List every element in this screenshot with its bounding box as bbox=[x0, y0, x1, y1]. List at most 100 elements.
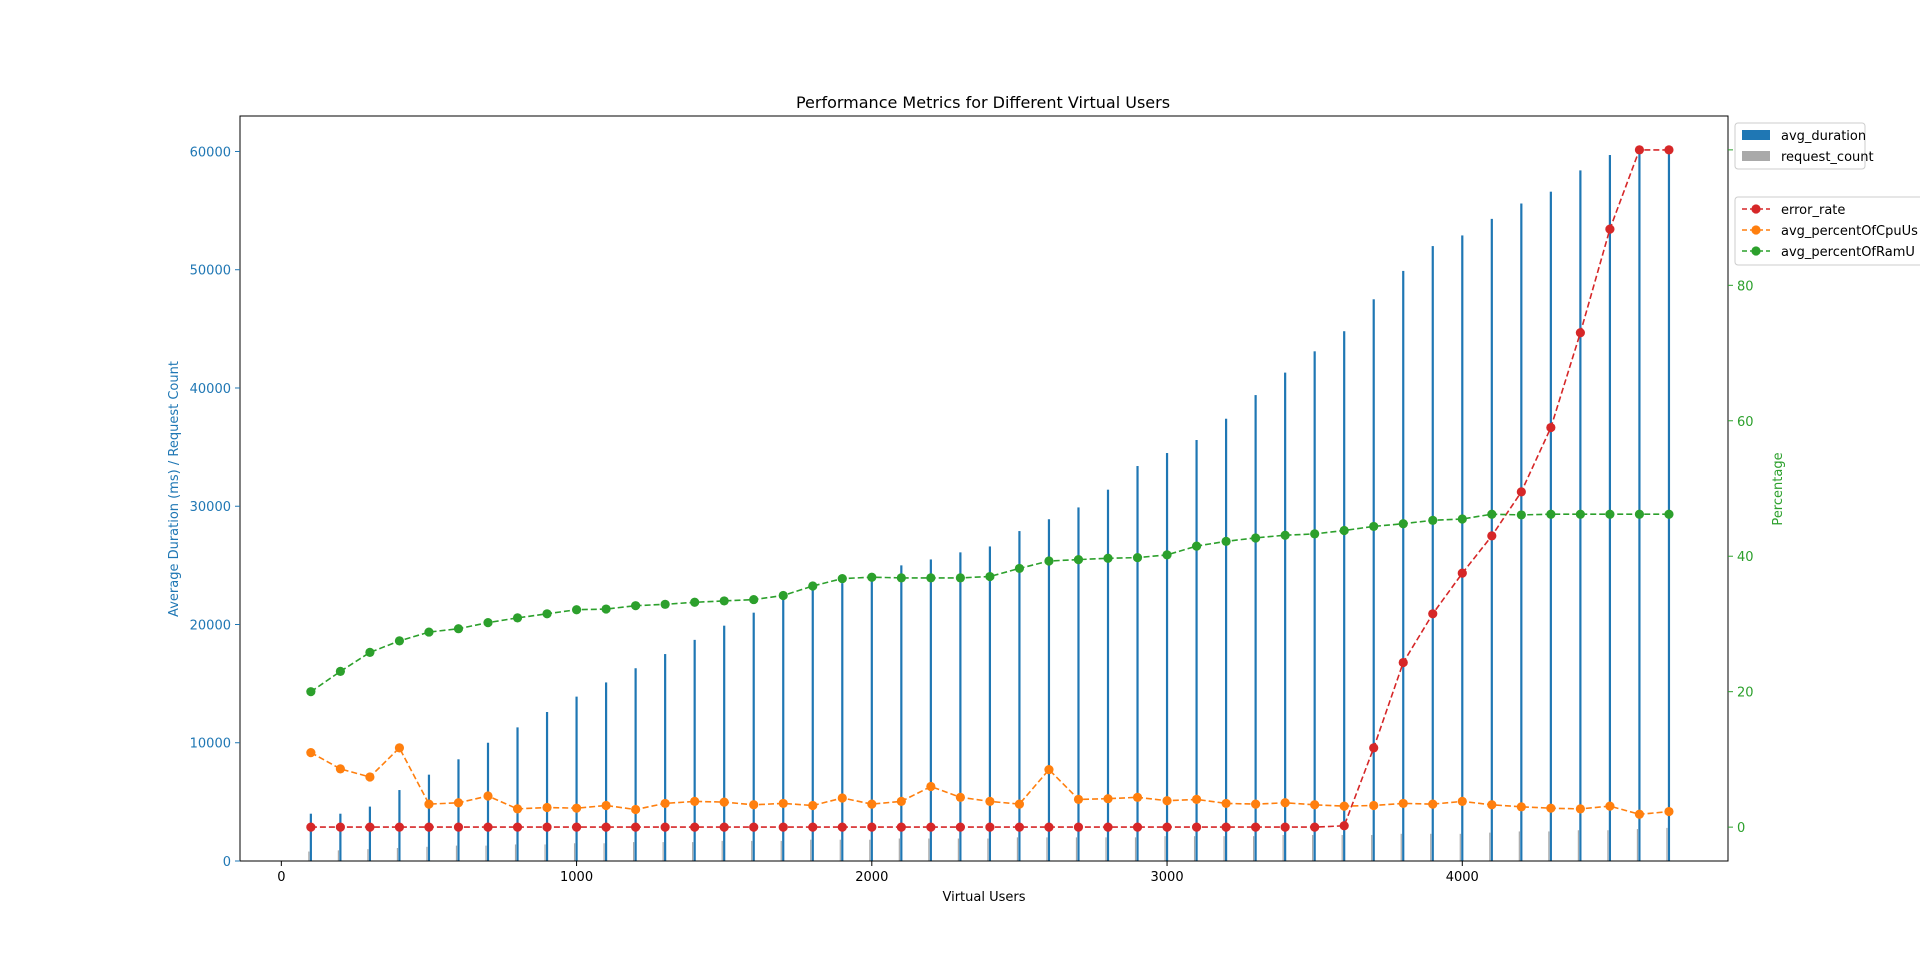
avg-percentoframu-point bbox=[926, 573, 936, 583]
error-rate-point bbox=[749, 822, 759, 832]
request-count-bar bbox=[1223, 836, 1225, 861]
avg-duration-bar bbox=[1520, 203, 1523, 861]
error-rate-point bbox=[306, 822, 316, 832]
request-count-bar bbox=[1016, 837, 1019, 861]
avg-percentofcpuus-point bbox=[719, 797, 729, 807]
request-count-bar bbox=[485, 845, 487, 861]
error-rate-point bbox=[1132, 822, 1143, 832]
y-left-tick-label: 30000 bbox=[190, 500, 231, 515]
request-count-bar bbox=[1518, 831, 1520, 861]
avg-percentofcpuus-point bbox=[1132, 792, 1143, 802]
request-count-bar bbox=[1134, 837, 1137, 861]
error-rate-point bbox=[335, 822, 345, 832]
request-count-bar bbox=[987, 838, 989, 861]
avg-percentofcpuus-point bbox=[1428, 799, 1438, 809]
avg-duration-bar bbox=[1638, 151, 1641, 861]
avg-percentofcpuus-point bbox=[424, 799, 434, 809]
avg-percentofcpuus-point bbox=[1575, 804, 1585, 814]
avg-percentofcpuus-point bbox=[631, 804, 641, 815]
avg-duration-bar bbox=[1343, 331, 1346, 861]
avg-duration-bar bbox=[1254, 395, 1257, 861]
error-rate-point bbox=[453, 822, 464, 832]
request-count-legend-swatch bbox=[1742, 151, 1770, 161]
y-axis-left-label: Average Duration (ms) / Request Count bbox=[167, 361, 182, 617]
y-left-tick-label: 40000 bbox=[190, 382, 231, 397]
error-rate-point bbox=[1575, 328, 1585, 338]
request-count-bar bbox=[1282, 834, 1284, 861]
avg-percentoframu-point bbox=[896, 573, 906, 583]
avg-duration-bar bbox=[1608, 155, 1612, 861]
avg-percentoframu-point bbox=[1191, 541, 1202, 551]
avg-percentoframu-point bbox=[1132, 552, 1143, 563]
y-left-tick-label: 0 bbox=[223, 855, 231, 870]
error-rate-point bbox=[867, 822, 877, 832]
request-count-bar bbox=[1577, 830, 1579, 861]
avg-percentofcpuus-point bbox=[1310, 800, 1320, 810]
request-count-bar bbox=[1636, 829, 1639, 861]
request-count-bar bbox=[1371, 834, 1373, 861]
avg-percentofcpuus-point bbox=[749, 800, 759, 810]
avg-percentofcpuus-point bbox=[1191, 794, 1202, 804]
avg-percentoframu-point bbox=[1251, 533, 1261, 543]
request-count-bar bbox=[367, 849, 369, 861]
avg-duration-bar bbox=[841, 583, 844, 861]
error-rate-point bbox=[1339, 821, 1349, 831]
avg-percentoframu-point bbox=[1162, 550, 1172, 560]
avg-duration-bar bbox=[723, 625, 726, 861]
avg-duration-bar bbox=[604, 682, 608, 861]
avg-percentofcpuus-point bbox=[1014, 799, 1025, 809]
avg-percentofcpuus-point bbox=[660, 798, 670, 809]
avg-duration-bar bbox=[545, 712, 549, 861]
avg-duration-legend-swatch bbox=[1742, 130, 1770, 140]
avg-percentoframu-point bbox=[955, 573, 965, 583]
error-rate-point bbox=[1280, 822, 1290, 832]
error-rate-point bbox=[719, 822, 729, 832]
avg-percentofcpuus-point bbox=[837, 793, 847, 803]
avg-duration-bar bbox=[427, 774, 431, 861]
avg-percentoframu-point bbox=[306, 687, 316, 697]
avg-percentoframu-point bbox=[1457, 514, 1467, 524]
x-tick-label: 2000 bbox=[855, 870, 888, 885]
avg-percentofcpuus-point bbox=[955, 792, 965, 802]
error-rate-point bbox=[985, 822, 995, 832]
avg-percentofcpuus-point bbox=[926, 781, 936, 792]
error-rate-point bbox=[1162, 822, 1172, 832]
legend-bars: avg_duration request_count bbox=[1734, 122, 1874, 170]
request-count-bar bbox=[1607, 830, 1609, 861]
request-count-bar bbox=[1312, 834, 1314, 861]
error-rate-point bbox=[1546, 422, 1556, 433]
avg-percentofcpuus-point bbox=[1664, 806, 1674, 817]
bar-layer bbox=[308, 150, 1671, 862]
error-rate-point bbox=[571, 822, 582, 832]
avg-percentofcpuus-point bbox=[1339, 801, 1349, 811]
avg-percentofcpuus-point bbox=[1369, 800, 1379, 811]
avg-percentoframu-point bbox=[985, 571, 995, 582]
avg-duration-bar bbox=[1136, 466, 1139, 861]
avg-duration-bar bbox=[900, 565, 903, 861]
avg-duration-bar bbox=[1106, 489, 1110, 861]
request-count-bar bbox=[1046, 837, 1048, 861]
avg-percentoframu-point bbox=[453, 624, 464, 634]
legend-lines: error_rate avg_percentOfCpuUs avg_percentO… bbox=[1734, 196, 1920, 266]
y-right-tick-label: 40 bbox=[1737, 550, 1754, 565]
avg-percentofcpuus-point bbox=[1221, 798, 1231, 809]
avg-duration-bar bbox=[811, 585, 814, 861]
avg-percentoframu-point bbox=[1428, 515, 1438, 525]
avg-percentoframu-point bbox=[1664, 509, 1674, 519]
avg-percentofcpuus-legend-marker bbox=[1751, 225, 1761, 235]
avg-percentoframu-legend-marker bbox=[1751, 246, 1761, 256]
avg-percentoframu-point bbox=[1339, 525, 1349, 536]
x-axis: 0 1000 2000 3000 4000 bbox=[277, 861, 1479, 885]
avg-percentofcpuus-point bbox=[453, 798, 464, 808]
avg-percentoframu-point bbox=[690, 597, 700, 607]
avg-percentoframu-point bbox=[660, 599, 670, 609]
request-count-bar bbox=[957, 838, 959, 861]
avg-percentofcpuus-point bbox=[1162, 796, 1172, 806]
avg-duration-bar bbox=[782, 598, 785, 861]
avg-percentofcpuus-point bbox=[1044, 764, 1054, 775]
error-rate-point bbox=[542, 822, 552, 832]
avg-duration-bar bbox=[752, 612, 755, 861]
error-rate-point bbox=[1398, 657, 1408, 668]
avg-percentoframu-point bbox=[424, 627, 434, 637]
error-rate-point bbox=[778, 822, 788, 832]
